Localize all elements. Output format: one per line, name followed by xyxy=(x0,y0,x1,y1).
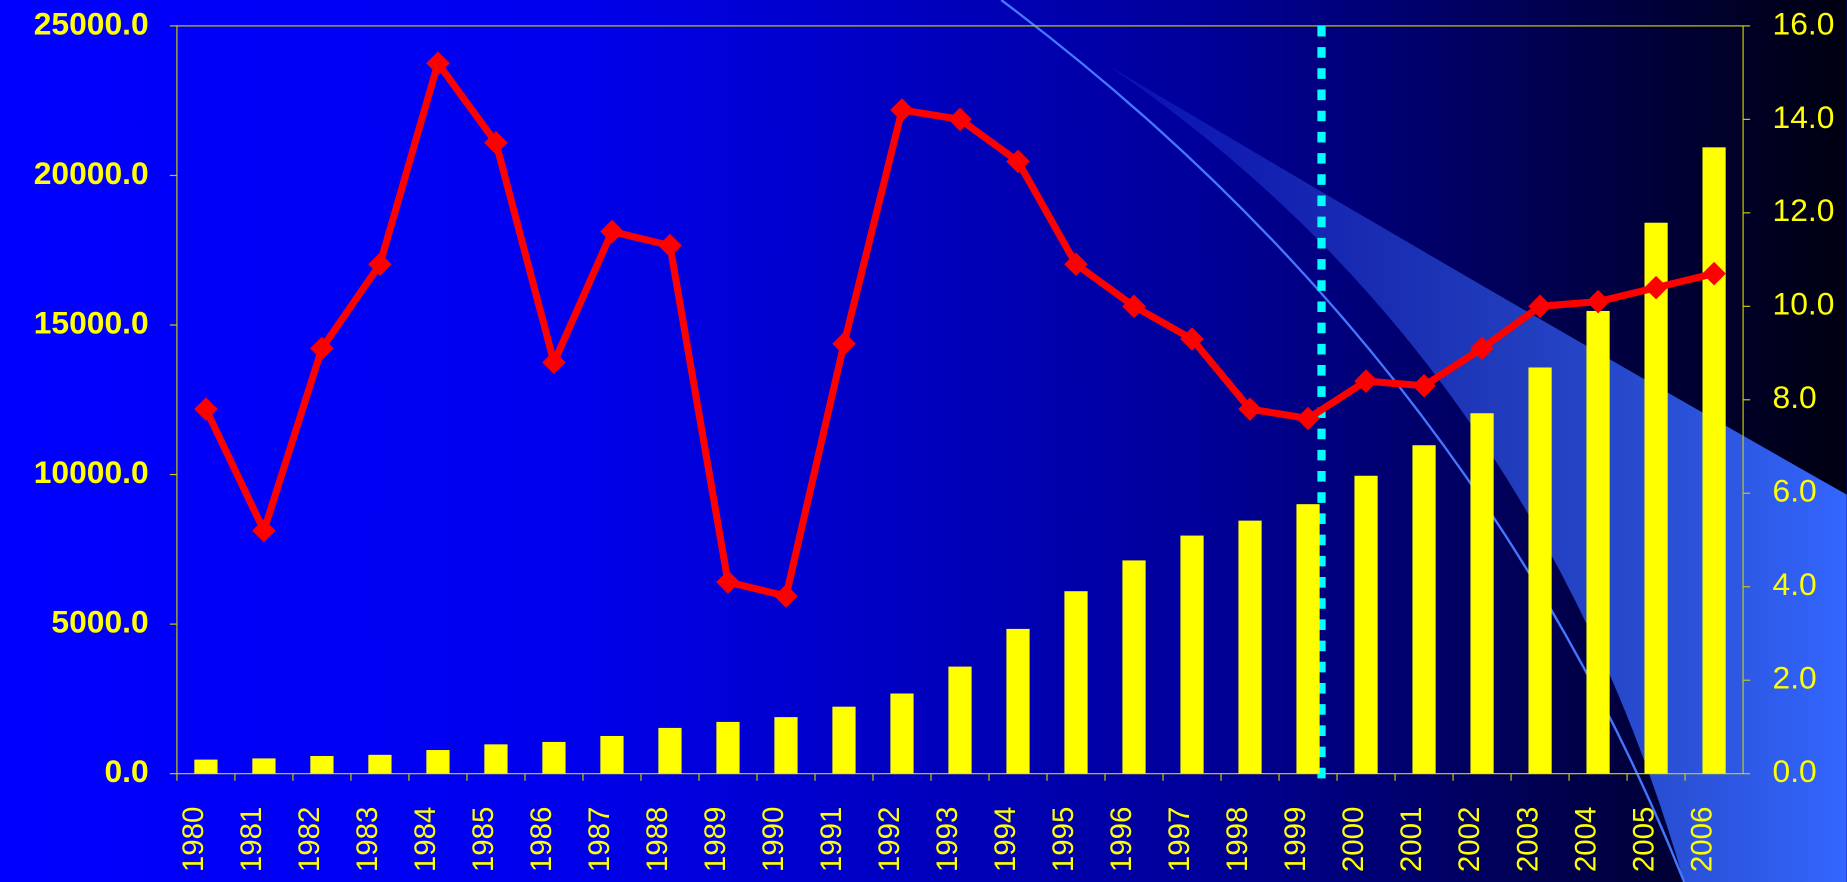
x-tick-label: 1998 xyxy=(1221,807,1254,872)
y2-tick-label: 0.0 xyxy=(1773,753,1817,789)
line-marker xyxy=(832,331,856,356)
line-marker xyxy=(1586,289,1610,314)
bar xyxy=(890,693,914,774)
bar xyxy=(1122,560,1146,774)
line-marker xyxy=(1180,327,1204,351)
line-marker xyxy=(716,570,740,594)
bar xyxy=(310,756,334,774)
line-marker xyxy=(484,130,508,155)
x-tick-label: 1997 xyxy=(1163,807,1196,872)
line-marker xyxy=(1412,373,1436,398)
y2-tick-label: 10.0 xyxy=(1773,286,1835,322)
x-tick-label: 1999 xyxy=(1279,807,1312,872)
bar xyxy=(542,741,566,774)
bar xyxy=(1354,475,1378,774)
x-tick-label: 1990 xyxy=(757,807,790,872)
x-tick-label: 1995 xyxy=(1047,807,1080,872)
line-marker xyxy=(1702,261,1726,286)
line-marker xyxy=(1354,369,1378,393)
bar xyxy=(1006,628,1030,774)
line-marker xyxy=(600,219,624,244)
line-marker xyxy=(890,98,914,122)
bar xyxy=(1644,222,1668,774)
y-tick-label: 15000.0 xyxy=(34,304,149,340)
y-tick-label: 10000.0 xyxy=(34,454,149,490)
line-marker xyxy=(542,350,566,375)
y2-tick-label: 8.0 xyxy=(1773,379,1817,415)
bar xyxy=(948,666,972,774)
x-tick-label: 1993 xyxy=(931,807,964,872)
bar xyxy=(774,717,798,774)
x-tick-label: 1985 xyxy=(467,807,500,872)
y2-tick-label: 2.0 xyxy=(1773,660,1817,696)
line-marker xyxy=(1064,252,1088,277)
plot: 0.0 5000.0 10000.0 15000.0 20000.0 25000.0 0.0… xyxy=(34,5,1835,872)
bar xyxy=(1064,591,1088,774)
x-tick-label: 1986 xyxy=(525,807,558,872)
bar xyxy=(194,759,218,774)
bar xyxy=(1528,367,1552,774)
x-tick-label: 2002 xyxy=(1453,807,1486,872)
bar xyxy=(426,750,450,774)
x-tick-label: 2004 xyxy=(1569,807,1602,872)
x-tick-label: 1988 xyxy=(641,807,674,872)
x-tick-label: 1982 xyxy=(293,807,326,872)
x-tick-label: 1981 xyxy=(235,807,268,872)
line-marker xyxy=(658,233,682,258)
line-marker xyxy=(310,336,334,361)
x-tick-label: 2006 xyxy=(1685,807,1718,872)
line-marker xyxy=(368,252,392,277)
y2-tick-label: 12.0 xyxy=(1773,192,1835,228)
line-marker xyxy=(426,51,450,76)
line-marker xyxy=(1238,397,1262,421)
bar xyxy=(1586,310,1610,774)
bar xyxy=(600,735,624,774)
x-tick-label: 2005 xyxy=(1627,807,1660,872)
x-tick-label: 1996 xyxy=(1105,807,1138,872)
line-marker xyxy=(1528,294,1552,319)
y-tick-label: 25000.0 xyxy=(34,5,149,41)
x-tick-label: 1980 xyxy=(177,807,210,872)
y-tick-label: 5000.0 xyxy=(51,604,148,640)
y2-tick-label: 16.0 xyxy=(1773,5,1835,41)
line-marker xyxy=(1296,406,1320,431)
bar xyxy=(1470,413,1494,774)
x-tick-label: 1987 xyxy=(583,807,616,872)
y2-tick-label: 4.0 xyxy=(1773,566,1817,602)
x-tick-label: 1992 xyxy=(873,807,906,872)
y2-tick-label: 6.0 xyxy=(1773,473,1817,509)
bar xyxy=(252,758,276,774)
line-marker xyxy=(1006,149,1030,174)
bar xyxy=(1412,445,1436,774)
line-marker xyxy=(194,397,218,421)
x-tick-label: 1994 xyxy=(989,807,1022,872)
decor-arc xyxy=(1000,0,1686,882)
x-tick-label: 2001 xyxy=(1395,807,1428,872)
bar xyxy=(832,706,856,774)
bar xyxy=(1238,520,1262,774)
line-marker xyxy=(1644,275,1668,300)
x-tick-label: 1991 xyxy=(815,807,848,872)
bar xyxy=(716,721,740,774)
bar xyxy=(658,727,682,774)
bar xyxy=(1180,535,1204,774)
y-tick-label: 0.0 xyxy=(104,753,148,789)
bar xyxy=(368,754,392,774)
x-tick-label: 1983 xyxy=(351,807,384,872)
x-tick-label: 1989 xyxy=(699,807,732,872)
x-tick-label: 2003 xyxy=(1511,807,1544,872)
bar xyxy=(484,744,508,774)
y2-tick-label: 14.0 xyxy=(1773,99,1835,135)
bar xyxy=(1296,504,1320,774)
line-marker xyxy=(774,584,798,608)
x-tick-label: 1984 xyxy=(409,807,442,872)
bar xyxy=(1702,147,1726,774)
y-tick-label: 20000.0 xyxy=(34,155,149,191)
x-tick-label: 2000 xyxy=(1337,807,1370,872)
